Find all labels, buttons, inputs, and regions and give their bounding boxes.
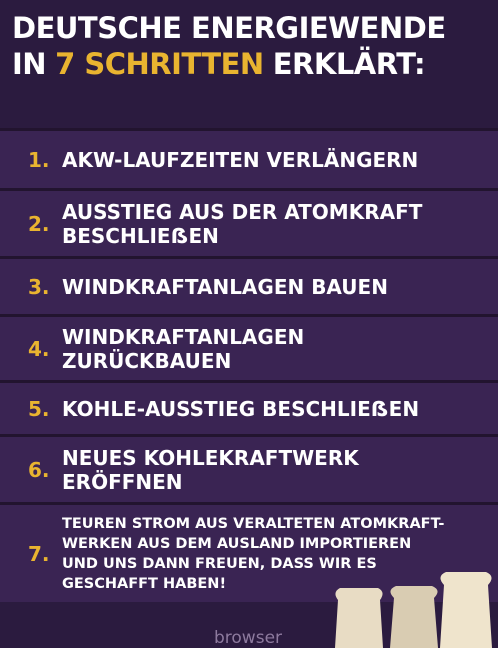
step-line: UND UNS DANN FREUEN, DASS WIR ES: [62, 555, 377, 572]
step-line: BESCHLIEẞEN: [62, 223, 219, 248]
step-text: WINDKRAFTANLAGEN BAUEN: [62, 275, 388, 299]
step-line: ZURÜCKBAUEN: [62, 348, 232, 373]
title: DEUTSCHE ENERGIEWENDE IN 7 SCHRITTEN ERK…: [12, 10, 446, 82]
step-line: AKW-LAUFZEITEN VERLÄNGERN: [62, 147, 419, 172]
title-highlight: 7 SCHRITTEN: [55, 47, 264, 81]
step-text: WINDKRAFTANLAGEN ZURÜCKBAUEN: [62, 325, 304, 373]
step-number: 3.: [28, 274, 50, 299]
step-row: 3. WINDKRAFTANLAGEN BAUEN: [0, 256, 498, 314]
step-line: WINDKRAFTANLAGEN BAUEN: [62, 274, 388, 299]
step-row: 1. AKW-LAUFZEITEN VERLÄNGERN: [0, 128, 498, 188]
step-text: AUSSTIEG AUS DER ATOMKRAFT BESCHLIEẞEN: [62, 200, 422, 248]
step-number: 4.: [28, 336, 50, 361]
step-number: 1.: [28, 147, 50, 172]
step-row: 4. WINDKRAFTANLAGEN ZURÜCKBAUEN: [0, 314, 498, 380]
step-number: 2.: [28, 211, 50, 236]
step-line: KOHLE-AUSSTIEG BESCHLIEẞEN: [62, 396, 420, 421]
title-part: ERKLÄRT:: [272, 47, 426, 81]
step-number: 6.: [28, 457, 50, 482]
watermark: browser: [214, 628, 283, 648]
step-line: GESCHAFFT HABEN!: [62, 575, 227, 592]
step-text: TEUREN STROM AUS VERALTETEN ATOMKRAFT- WE…: [62, 514, 444, 594]
step-text: NEUES KOHLEKRAFTWERK ERÖFFNEN: [62, 446, 359, 494]
step-line: AUSSTIEG AUS DER ATOMKRAFT: [62, 199, 423, 224]
title-part: IN: [12, 47, 47, 81]
step-row: 5. KOHLE-AUSSTIEG BESCHLIEẞEN: [0, 380, 498, 434]
step-number: 5.: [28, 396, 50, 421]
step-text: KOHLE-AUSSTIEG BESCHLIEẞEN: [62, 397, 419, 421]
step-list: 1. AKW-LAUFZEITEN VERLÄNGERN 2. AUSSTIEG AU…: [0, 128, 498, 602]
title-line: IN 7 SCHRITTEN ERKLÄRT:: [12, 46, 446, 82]
step-text: AKW-LAUFZEITEN VERLÄNGERN: [62, 148, 418, 172]
step-line: WERKEN AUS DEM AUSLAND IMPORTIEREN: [62, 535, 412, 552]
step-line: TEUREN STROM AUS VERALTETEN ATOMKRAFT-: [62, 515, 445, 532]
step-number: 7.: [28, 541, 50, 566]
step-row: 2. AUSSTIEG AUS DER ATOMKRAFT BESCHLIEẞEN: [0, 188, 498, 256]
step-line: ERÖFFNEN: [62, 469, 183, 494]
step-row: 6. NEUES KOHLEKRAFTWERK ERÖFFNEN: [0, 434, 498, 502]
step-line: WINDKRAFTANLAGEN: [62, 324, 305, 349]
title-line: DEUTSCHE ENERGIEWENDE: [12, 11, 446, 45]
step-row: 7. TEUREN STROM AUS VERALTETEN ATOMKRAFT-…: [0, 502, 498, 602]
step-line: NEUES KOHLEKRAFTWERK: [62, 445, 359, 470]
